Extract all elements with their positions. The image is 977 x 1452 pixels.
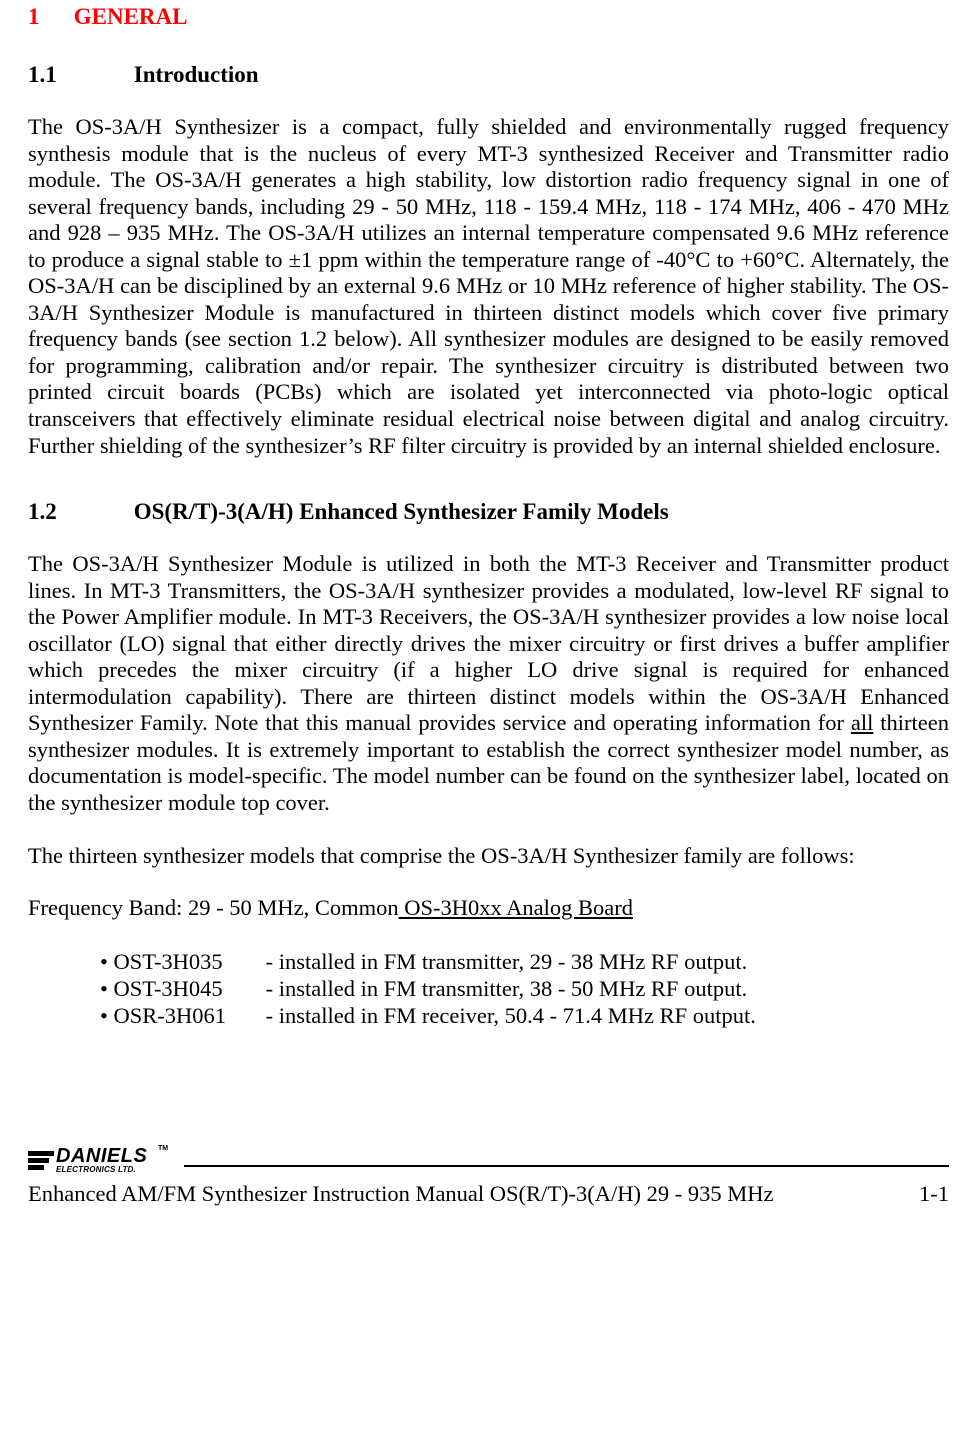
daniels-logo: DANIELS TM ELECTRONICS LTD.: [28, 1149, 180, 1177]
subsection-number: 1.1: [28, 62, 128, 88]
subsection-title: Introduction: [134, 62, 259, 87]
model-list-item: • OST-3H045 - installed in FM transmitte…: [28, 975, 949, 1002]
model-name: • OST-3H035: [100, 948, 260, 975]
subsection-number: 1.2: [28, 499, 128, 525]
intro-paragraph: The OS-3A/H Synthesizer is a compact, fu…: [28, 114, 949, 459]
model-desc: - installed in FM receiver, 50.4 - 71.4 …: [266, 1003, 756, 1028]
footer-logo-rule: DANIELS TM ELECTRONICS LTD.: [28, 1149, 949, 1177]
page-number: 1-1: [919, 1181, 949, 1207]
footer-manual-title: Enhanced AM/FM Synthesizer Instruction M…: [28, 1181, 774, 1207]
model-name: • OSR-3H061: [100, 1002, 260, 1029]
frequency-band-line: Frequency Band: 29 - 50 MHz, Common OS-3…: [28, 895, 949, 922]
logo-bars-icon: [28, 1151, 54, 1172]
family-paragraph-2: The thirteen synthesizer models that com…: [28, 843, 949, 870]
section-number: 1: [28, 4, 68, 30]
footer-text-row: Enhanced AM/FM Synthesizer Instruction M…: [28, 1181, 949, 1207]
footer-rule: [184, 1165, 949, 1167]
band-underline: OS-3H0xx Analog Board: [399, 895, 633, 920]
logo-tm: TM: [158, 1145, 168, 1152]
subsection-title: OS(R/T)-3(A/H) Enhanced Synthesizer Fami…: [134, 499, 669, 524]
section-heading: 1 GENERAL: [28, 4, 949, 30]
model-desc: - installed in FM transmitter, 29 - 38 M…: [266, 949, 748, 974]
model-list-item: • OSR-3H061 - installed in FM receiver, …: [28, 1002, 949, 1029]
underlined-all: all: [851, 710, 874, 735]
model-desc: - installed in FM transmitter, 38 - 50 M…: [266, 976, 748, 1001]
band-text: Frequency Band: 29 - 50 MHz, Common: [28, 895, 399, 920]
subsection-1-1-heading: 1.1 Introduction: [28, 62, 949, 88]
para-text: The OS-3A/H Synthesizer Module is utiliz…: [28, 551, 949, 735]
page-footer: DANIELS TM ELECTRONICS LTD. Enhanced AM/…: [28, 1149, 949, 1207]
subsection-1-2-heading: 1.2 OS(R/T)-3(A/H) Enhanced Synthesizer …: [28, 499, 949, 525]
logo-sub-text: ELECTRONICS LTD.: [56, 1165, 136, 1174]
model-name: • OST-3H045: [100, 975, 260, 1002]
section-title: GENERAL: [74, 4, 188, 29]
model-list-item: • OST-3H035 - installed in FM transmitte…: [28, 948, 949, 975]
family-paragraph-1: The OS-3A/H Synthesizer Module is utiliz…: [28, 551, 949, 816]
